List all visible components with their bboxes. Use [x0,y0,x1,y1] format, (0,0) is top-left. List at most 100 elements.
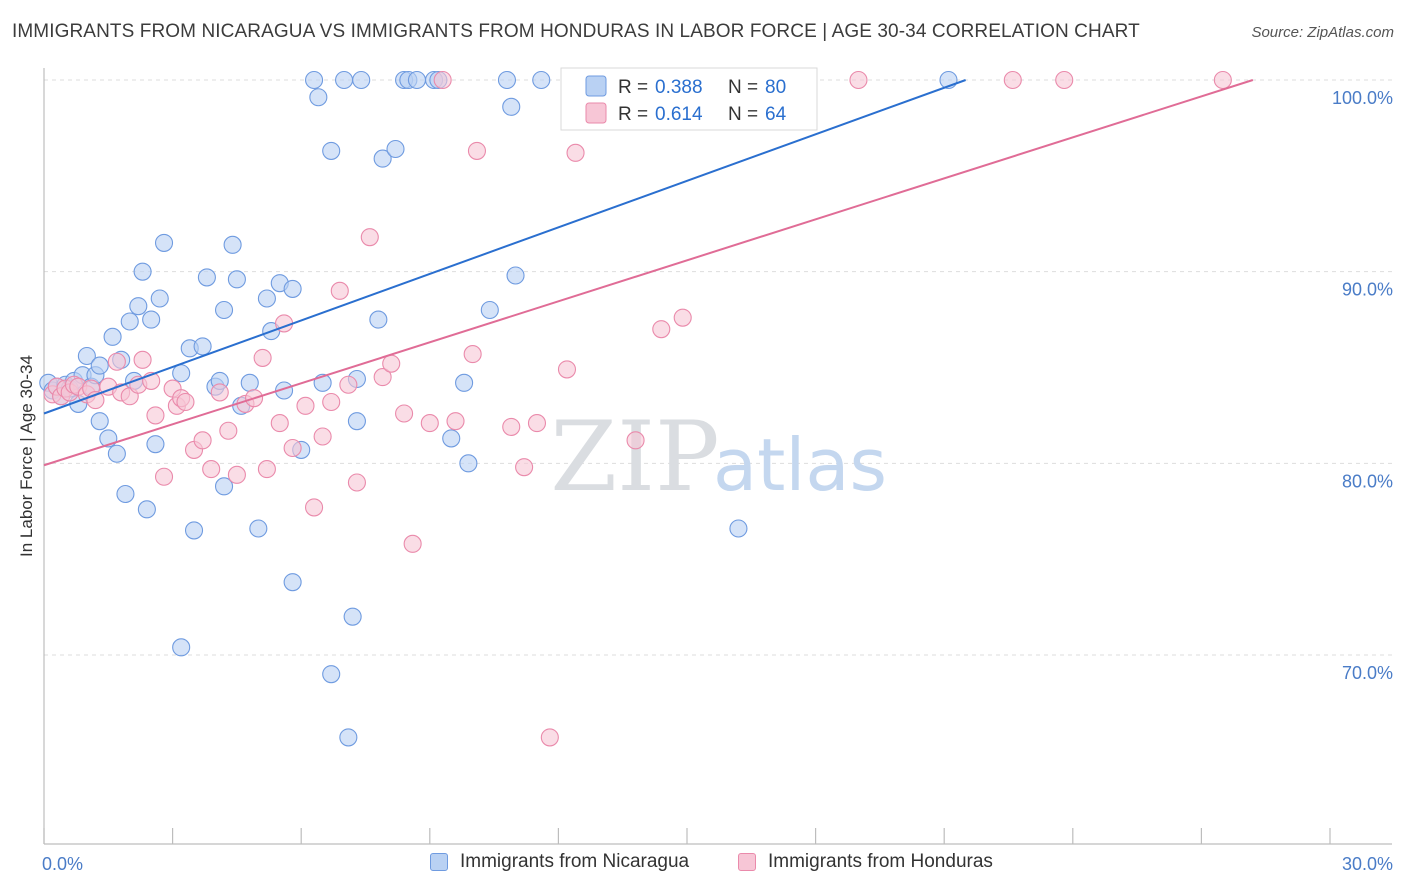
nicaragua-point [369,310,388,329]
honduras-point [210,383,229,402]
legend-swatch-pink [585,102,607,124]
nicaragua-point [283,279,302,298]
honduras-point [347,473,366,492]
nicaragua-point [442,429,461,448]
y-tick-label: 90.0% [1342,280,1393,300]
legend-item-honduras: Immigrants from Honduras [738,851,993,873]
nicaragua-point [240,373,259,392]
y-tick-label: 100.0% [1332,88,1393,108]
nicaragua-point [197,268,216,287]
honduras-point [154,467,174,486]
nicaragua-point [309,88,328,107]
honduras-point [133,350,152,369]
nicaragua-point [107,444,126,463]
legend-label-nicaragua: Immigrants from Nicaragua [460,851,690,872]
legend-swatch-honduras [738,853,756,871]
nicaragua-point [502,97,521,116]
honduras-point [219,421,238,440]
nicaragua-point [77,346,96,366]
honduras-point [373,368,392,387]
source-credit: Source: ZipAtlas.com [1251,24,1394,41]
y-tick-label: 70.0% [1342,663,1393,683]
honduras-point [330,281,349,300]
honduras-point [652,320,671,339]
series-legend: Immigrants from Nicaragua Immigrants fro… [0,851,1406,879]
honduras-point [193,431,212,450]
nicaragua-point [103,327,122,346]
honduras-point [626,431,645,450]
nicaragua-point [249,519,268,538]
honduras-point [557,360,577,379]
nicaragua-point [729,519,748,538]
honduras-point [467,141,487,160]
nicaragua-point [184,521,204,540]
honduras-point [202,460,221,479]
grid-lines [44,79,1392,656]
nicaragua-point [214,300,234,320]
honduras-point [540,728,559,747]
nicaragua-point [129,297,148,316]
watermark: ZIP atlas [550,401,887,513]
honduras-point [322,392,341,412]
legend-r-value-pink: 0.614 [655,104,703,125]
legend-n-value-pink: 64 [765,104,787,125]
trend-line-nicaragua [43,79,966,415]
honduras-point [395,404,414,423]
nicaragua-point [373,149,392,168]
honduras-point [1213,70,1232,90]
honduras-point [849,70,868,90]
legend-item-nicaragua: Immigrants from Nicaragua [430,851,689,873]
nicaragua-point [146,435,165,454]
legend-r-label: R = [618,77,648,98]
honduras-point [463,345,482,364]
nicaragua-point [497,70,517,90]
nicaragua-point [154,233,174,252]
x-tick-label: 0.0% [42,854,83,874]
honduras-point [527,414,547,433]
nicaragua-point [283,573,302,592]
axes [43,68,1392,845]
honduras-point [502,417,521,436]
nicaragua-point [339,728,358,747]
honduras-point [296,396,315,415]
honduras-point [433,70,452,90]
honduras-point [146,406,165,425]
nicaragua-point [322,665,341,684]
nicaragua-point [459,454,478,473]
series-honduras-points [43,70,1232,747]
honduras-point [566,143,585,162]
y-tick-label: 80.0% [1342,471,1393,491]
honduras-point [673,308,692,327]
honduras-point [283,438,302,458]
legend-swatch-nicaragua [430,853,448,871]
honduras-point [1003,70,1022,90]
nicaragua-point [407,70,426,90]
y-axis-label: In Labor Force | Age 30-34 [17,355,36,557]
nicaragua-point [142,310,161,329]
nicaragua-point [214,477,234,496]
nicaragua-point [352,70,371,90]
legend-r-label: R = [618,104,648,125]
nicaragua-point [322,141,341,160]
honduras-point [339,375,358,394]
nicaragua-point [455,373,474,392]
nicaragua-point [532,70,551,90]
honduras-point [176,392,195,412]
honduras-point [403,534,422,553]
honduras-point [313,427,332,446]
legend-n-value-blue: 80 [765,77,786,98]
legend-label-honduras: Immigrants from Honduras [768,851,993,872]
nicaragua-point [137,500,156,519]
honduras-point [270,414,289,433]
trend-line-honduras [43,79,1254,467]
nicaragua-point [386,139,405,159]
nicaragua-point [343,607,362,626]
nicaragua-point [90,356,109,375]
watermark-zip: ZIP [550,401,719,513]
honduras-point [446,412,465,431]
honduras-point [360,228,379,247]
nicaragua-point [257,289,276,308]
nicaragua-point [506,266,525,285]
honduras-point [257,460,276,479]
